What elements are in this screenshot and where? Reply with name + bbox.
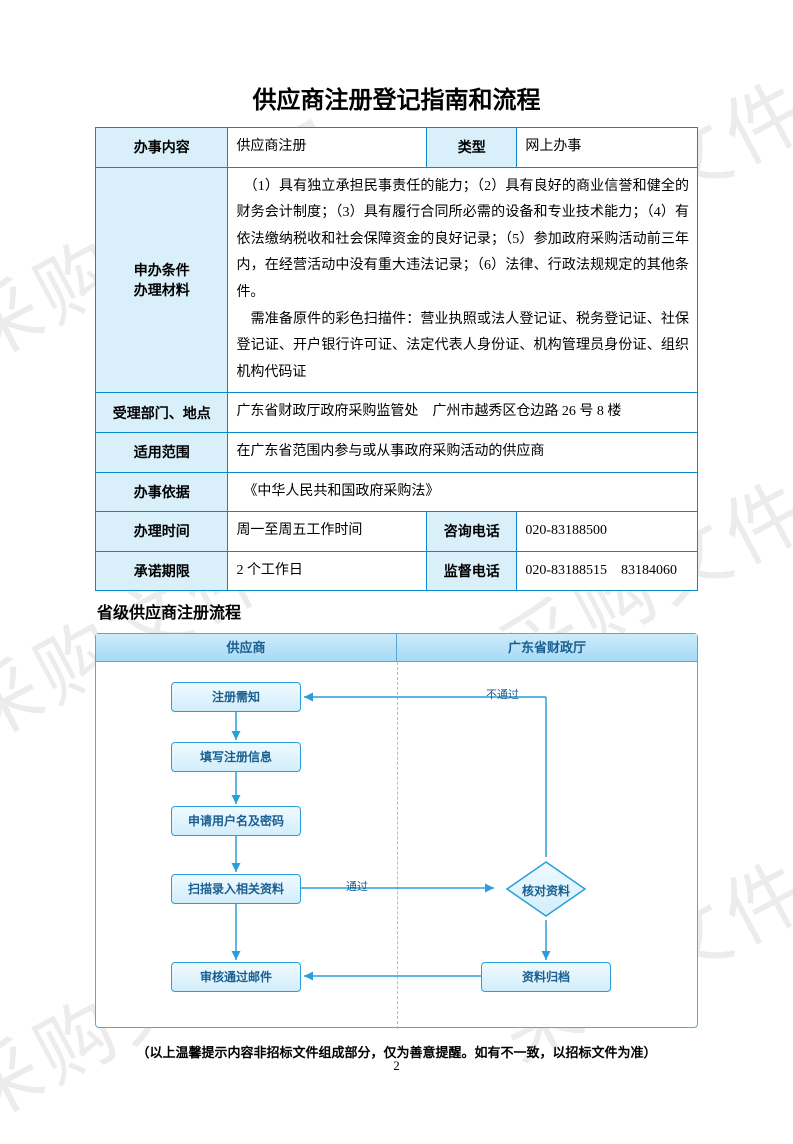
flow-node-approved: 审核通过邮件 — [171, 962, 301, 992]
th-content: 办事内容 — [96, 128, 228, 168]
footnote: （以上温馨提示内容非招标文件组成部分，仅为善意提醒。如有不一致，以招标文件为准） — [95, 1042, 698, 1061]
flow-node-scan: 扫描录入相关资料 — [171, 874, 301, 904]
th-deadline: 承诺期限 — [96, 551, 228, 591]
info-table: 办事内容 供应商注册 类型 网上办事 申办条件 办理材料 （1）具有独立承担民事… — [95, 127, 698, 591]
td-supervise-phone: 020-83188515 83184060 — [517, 551, 698, 591]
flow-subheading: 省级供应商注册流程 — [97, 599, 698, 623]
th-consult-phone: 咨询电话 — [427, 512, 517, 552]
th-conditions: 申办条件 办理材料 — [96, 167, 228, 393]
flow-node-apply: 申请用户名及密码 — [171, 806, 301, 836]
flow-node-fillinfo: 填写注册信息 — [171, 742, 301, 772]
flow-node-notice: 注册需知 — [171, 682, 301, 712]
td-scope: 在广东省范围内参与或从事政府采购活动的供应商 — [228, 432, 698, 472]
th-time: 办理时间 — [96, 512, 228, 552]
td-basis: 《中华人民共和国政府采购法》 — [228, 472, 698, 512]
flow-label-pass: 通过 — [346, 878, 368, 894]
td-content: 供应商注册 — [228, 128, 427, 168]
td-conditions: （1）具有独立承担民事责任的能力；（2）具有良好的商业信誉和健全的财务会计制度；… — [228, 167, 698, 393]
th-scope: 适用范围 — [96, 432, 228, 472]
td-dept: 广东省财政厅政府采购监管处 广州市越秀区仓边路 26 号 8 楼 — [228, 393, 698, 433]
th-dept: 受理部门、地点 — [96, 393, 228, 433]
td-deadline: 2 个工作日 — [228, 551, 427, 591]
flow-node-archive: 资料归档 — [481, 962, 611, 992]
flow-node-verify: 核对资料 — [486, 882, 606, 899]
flow-col-supplier: 供应商 — [96, 634, 397, 662]
th-basis: 办事依据 — [96, 472, 228, 512]
flow-label-fail: 不通过 — [486, 686, 519, 702]
flow-col-finance: 广东省财政厅 — [397, 634, 697, 662]
td-type: 网上办事 — [517, 128, 698, 168]
page-title: 供应商注册登记指南和流程 — [95, 80, 698, 115]
th-type: 类型 — [427, 128, 517, 168]
flowchart: 供应商 广东省财政厅 — [95, 633, 698, 1028]
td-time: 周一至周五工作时间 — [228, 512, 427, 552]
td-consult-phone: 020-83188500 — [517, 512, 698, 552]
th-supervise-phone: 监督电话 — [427, 551, 517, 591]
